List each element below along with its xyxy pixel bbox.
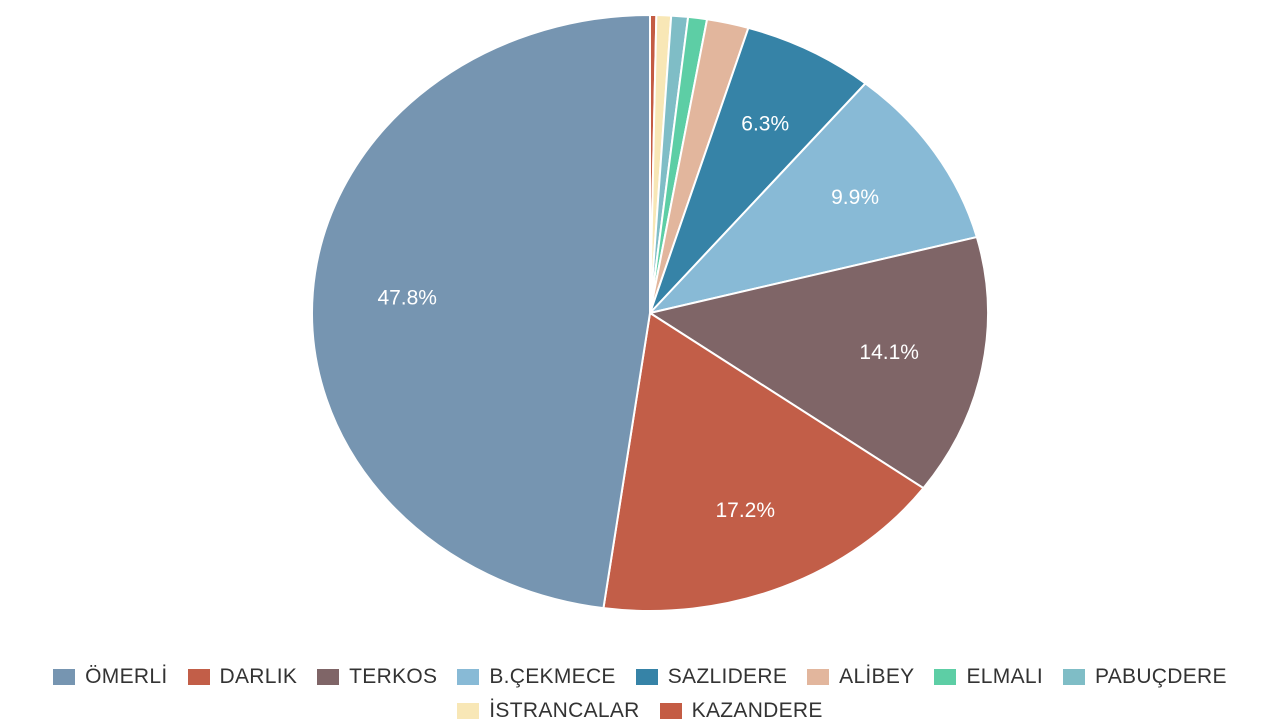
legend-swatch — [934, 669, 957, 685]
legend-item-darlik[interactable]: DARLIK — [187, 662, 298, 692]
legend-label: KAZANDERE — [691, 699, 823, 722]
legend-swatch — [53, 669, 76, 685]
legend-swatch — [635, 669, 658, 685]
legend-item-sazlidere[interactable]: SAZLIDERE — [635, 662, 788, 692]
slice-label-terkos: 14.1% — [859, 341, 919, 364]
legend-label: B.ÇEKMECE — [489, 665, 616, 688]
chart-legend: ÖMERLİ DARLIK TERKOS B.ÇEKMECE SAZLIDERE ALİB… — [0, 662, 1280, 726]
legend-label: TERKOS — [349, 665, 438, 688]
slice-label-b-cekmece: 9.9% — [831, 186, 879, 209]
legend-swatch — [457, 703, 480, 719]
legend-item-terkos[interactable]: TERKOS — [317, 662, 437, 692]
slice-label-sazlidere: 6.3% — [741, 113, 789, 136]
legend-swatch — [457, 669, 480, 685]
pie-slice-terkos[interactable] — [647, 235, 989, 490]
legend-label: ELMALI — [966, 665, 1043, 688]
legend-item-pabucdere[interactable]: PABUÇDERE — [1062, 662, 1227, 692]
legend-swatch — [807, 669, 830, 685]
legend-item-istrancalar[interactable]: İSTRANCALAR — [457, 696, 639, 726]
legend-item-b-cekmece[interactable]: B.ÇEKMECE — [457, 662, 615, 692]
pie-chart: 6.3% 9.9% 14.1% 17.2% 47.8% — [310, 13, 989, 612]
legend-swatch — [1062, 669, 1085, 685]
slice-label-omerli: 47.8% — [377, 287, 437, 310]
legend-item-omerli[interactable]: ÖMERLİ — [53, 662, 167, 692]
pie-slice-darlik[interactable] — [602, 311, 925, 612]
legend-label: İSTRANCALAR — [489, 699, 640, 722]
legend-label: PABUÇDERE — [1094, 665, 1227, 688]
legend-label: DARLIK — [219, 665, 298, 688]
legend-swatch — [317, 669, 340, 685]
slice-label-darlik: 17.2% — [715, 499, 775, 522]
legend-item-kazandere[interactable]: KAZANDERE — [659, 696, 823, 726]
legend-swatch — [659, 703, 682, 719]
pie-slice-sazlidere[interactable] — [649, 26, 867, 314]
legend-item-alibey[interactable]: ALİBEY — [807, 662, 914, 692]
legend-label: ALİBEY — [839, 665, 915, 688]
pie-slice-omerli[interactable] — [310, 13, 651, 610]
legend-item-elmali[interactable]: ELMALI — [934, 662, 1043, 692]
legend-label: ÖMERLİ — [85, 665, 168, 688]
legend-swatch — [187, 669, 210, 685]
legend-label: SAZLIDERE — [667, 665, 788, 688]
